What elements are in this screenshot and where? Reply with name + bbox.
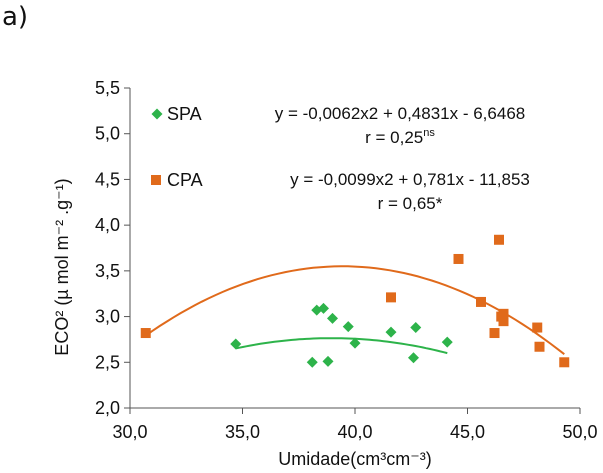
data-point-spa — [322, 355, 334, 367]
data-point-cpa — [476, 296, 486, 307]
x-axis-title: Umidade(cm³cm⁻³) — [278, 449, 432, 469]
trend-layer — [145, 265, 565, 355]
data-point-spa — [230, 338, 242, 350]
axes-layer: 2,0 2,5 3,0 3,5 4,0 4,5 5,0 5,5 30,0 35,0 40,0 45,0… — [95, 78, 598, 442]
data-point-spa — [349, 337, 361, 349]
trend-line-spa — [235, 337, 448, 355]
x-tick-label: 50,0 — [562, 422, 597, 442]
data-point-spa — [318, 302, 329, 314]
points-layer — [140, 234, 570, 368]
data-point-spa — [327, 312, 338, 324]
data-point-cpa — [498, 316, 509, 327]
data-point-cpa — [532, 322, 543, 333]
data-point-cpa — [386, 292, 396, 303]
y-tick-label: 2,0 — [95, 398, 120, 418]
legend-marker-cpa — [151, 175, 161, 185]
legend-marker-spa — [151, 108, 163, 120]
data-point-cpa — [489, 328, 500, 339]
y-tick-label: 4,0 — [95, 215, 120, 235]
data-point-cpa — [498, 308, 509, 319]
legend-label-cpa: CPA — [167, 170, 203, 190]
y-tick-label: 3,5 — [95, 261, 120, 281]
data-point-spa — [342, 321, 354, 333]
equation-spa: y = -0,0062x2 + 0,4831x - 6,6468 — [275, 104, 525, 123]
x-tick-label: 40,0 — [337, 422, 372, 442]
data-point-cpa — [559, 357, 570, 368]
y-tick-label: 4,5 — [95, 169, 120, 189]
y-tick-label: 5,0 — [95, 124, 120, 144]
trend-line-cpa — [145, 265, 565, 355]
panel-label: a) — [2, 2, 29, 32]
data-point-cpa — [534, 341, 545, 352]
r-value-cpa: r = 0,65* — [378, 194, 443, 213]
data-point-spa — [441, 336, 453, 348]
y-tick-label: 3,0 — [95, 307, 120, 327]
data-point-spa — [408, 352, 419, 364]
r-significance-spa: ns — [423, 127, 435, 139]
data-point-cpa — [494, 234, 504, 245]
y-tick-label: 2,5 — [95, 352, 120, 372]
y-axis-title: ECO² (µ mol m⁻² .g⁻¹) — [52, 178, 72, 355]
equation-cpa: y = -0,0099x2 + 0,781x - 11,853 — [290, 170, 530, 189]
data-point-spa — [306, 356, 318, 368]
data-point-cpa — [453, 253, 464, 264]
legend-layer: SPA y = -0,0062x2 + 0,4831x - 6,6468 r = 0… — [151, 104, 530, 213]
x-tick-label: 35,0 — [225, 422, 260, 442]
x-tick-label: 45,0 — [450, 422, 485, 442]
legend-label-spa: SPA — [167, 104, 202, 124]
data-point-cpa — [140, 328, 151, 339]
x-tick-label: 30,0 — [112, 422, 147, 442]
y-tick-label: 5,5 — [95, 78, 120, 98]
data-point-spa — [410, 322, 422, 334]
data-point-spa — [385, 326, 397, 338]
r-value-spa: r = 0,25ns — [365, 127, 435, 147]
